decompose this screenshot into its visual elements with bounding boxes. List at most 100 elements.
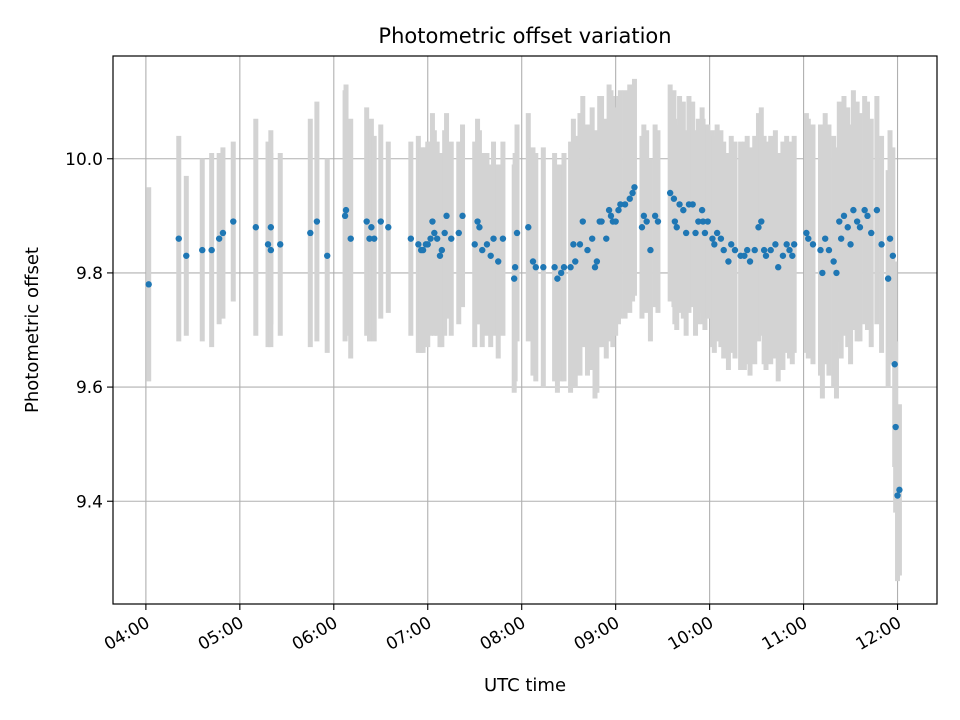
data-point — [307, 229, 314, 237]
data-point — [698, 206, 706, 214]
data-point — [341, 212, 349, 220]
data-point — [175, 235, 182, 242]
data-point — [529, 258, 537, 265]
data-point — [252, 224, 260, 231]
data-point — [560, 264, 568, 271]
data-point — [671, 218, 679, 225]
data-point — [540, 264, 547, 271]
data-point — [483, 241, 491, 248]
data-point — [219, 229, 227, 237]
data-point — [864, 212, 871, 220]
data-point — [889, 252, 897, 259]
data-point — [789, 252, 796, 259]
data-point — [621, 201, 629, 208]
data-point — [433, 235, 441, 242]
data-point — [713, 229, 721, 237]
y-tick-label: 9.6 — [76, 378, 103, 398]
data-point — [892, 423, 899, 431]
data-point — [751, 246, 758, 254]
data-point — [557, 269, 565, 277]
data-point — [474, 218, 481, 225]
data-point — [640, 212, 648, 220]
data-point — [651, 212, 659, 220]
data-point — [479, 246, 486, 254]
data-point — [755, 224, 762, 231]
data-point — [704, 218, 711, 225]
data-point — [145, 281, 152, 288]
data-point — [638, 224, 646, 231]
data-point — [264, 241, 272, 248]
data-point — [833, 269, 840, 277]
data-point — [844, 224, 851, 231]
x-axis-title: UTC time — [484, 675, 566, 696]
data-point — [459, 212, 466, 220]
data-point — [643, 218, 650, 225]
data-point — [878, 241, 885, 248]
data-point — [436, 252, 444, 259]
data-point — [495, 258, 502, 265]
data-point — [570, 241, 577, 248]
data-point — [805, 235, 812, 242]
data-point — [803, 229, 810, 237]
data-point — [821, 235, 829, 242]
data-point — [894, 492, 901, 499]
data-point — [868, 229, 875, 237]
data-point — [689, 201, 696, 208]
data-point — [615, 206, 622, 214]
data-point — [783, 241, 790, 248]
data-point — [419, 246, 427, 254]
data-point — [758, 218, 765, 225]
data-point — [342, 206, 350, 214]
data-point — [532, 264, 540, 271]
plot-area-frame — [112, 55, 938, 605]
data-point — [728, 241, 735, 248]
data-point — [720, 246, 727, 254]
data-point — [891, 361, 898, 368]
data-point — [208, 246, 215, 254]
data-point — [567, 264, 574, 271]
data-point — [886, 235, 894, 242]
y-axis-title: Photometric offset — [22, 247, 43, 413]
data-point — [760, 246, 768, 254]
data-point — [431, 229, 438, 237]
data-point — [438, 246, 446, 254]
data-point — [490, 235, 497, 242]
data-point — [626, 195, 633, 202]
data-point — [612, 218, 619, 225]
data-point — [267, 246, 275, 254]
data-point — [370, 235, 378, 242]
data-point — [825, 246, 833, 254]
y-tick-label: 9.4 — [76, 492, 103, 512]
data-point — [487, 252, 494, 259]
data-point — [896, 486, 903, 494]
data-point — [415, 241, 422, 248]
data-point — [510, 275, 518, 282]
y-tick-label: 9.8 — [76, 264, 103, 284]
data-point — [588, 235, 596, 242]
data-point — [554, 275, 561, 282]
data-point — [666, 189, 674, 197]
data-point — [617, 201, 624, 208]
data-point — [368, 224, 375, 231]
data-point — [476, 224, 483, 231]
data-point — [230, 218, 237, 225]
data-point — [215, 235, 223, 242]
data-point — [199, 246, 206, 254]
data-point — [775, 264, 782, 271]
data-point — [701, 229, 709, 237]
data-point — [837, 235, 845, 242]
data-point — [455, 229, 462, 237]
data-point — [647, 246, 654, 254]
data-point — [809, 241, 817, 248]
data-point — [424, 241, 431, 248]
data-point — [830, 258, 837, 265]
data-point — [676, 201, 683, 208]
data-point — [591, 264, 599, 271]
data-point — [513, 229, 521, 237]
data-point — [819, 269, 826, 277]
data-point — [746, 258, 754, 265]
data-point — [607, 212, 615, 220]
chart-title: Photometric offset variation — [378, 24, 671, 48]
data-point — [593, 258, 601, 265]
